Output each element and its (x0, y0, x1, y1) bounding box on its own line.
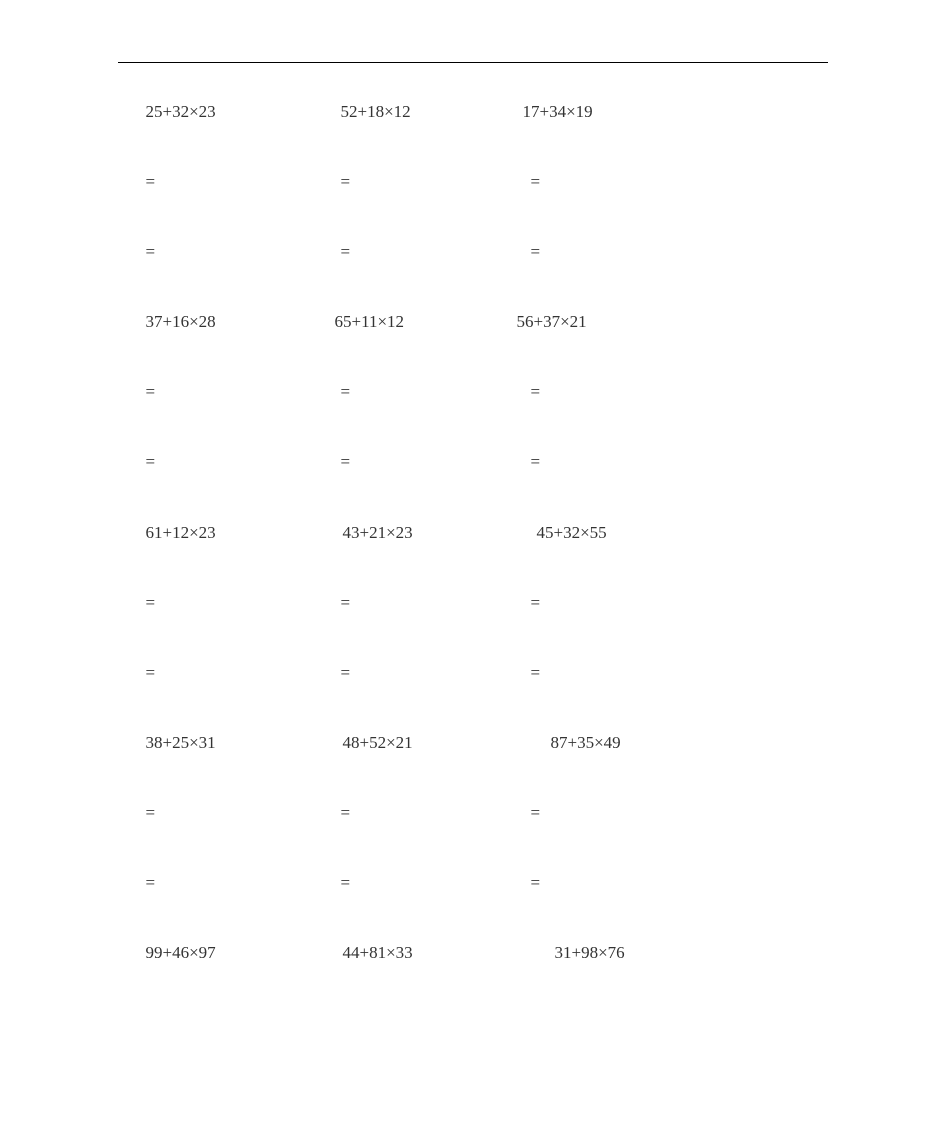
grid-row: = = = (146, 802, 828, 824)
grid-row: = = = (146, 872, 828, 894)
grid-row: = = = (146, 662, 828, 684)
grid-cell: = (531, 662, 541, 684)
equals-sign: = (531, 172, 541, 191)
grid-cell: 44+81×33 (341, 942, 533, 964)
equals-sign: = (146, 873, 156, 892)
problem-expression: 37+16×28 (146, 312, 216, 331)
equals-sign: = (531, 242, 541, 261)
grid-cell: = (146, 381, 341, 403)
grid-cell: = (146, 451, 341, 473)
problem-expression: 45+32×55 (537, 523, 607, 542)
grid-cell: = (531, 802, 541, 824)
equals-sign: = (531, 452, 541, 471)
grid-cell: = (531, 592, 541, 614)
grid-cell: 31+98×76 (533, 942, 625, 964)
grid-cell: = (341, 241, 531, 263)
problem-expression: 48+52×21 (343, 733, 413, 752)
grid-row: 25+32×23 52+18×12 17+34×19 (146, 101, 828, 123)
equals-sign: = (146, 452, 156, 471)
grid-row: 61+12×23 43+21×23 45+32×55 (146, 522, 828, 544)
grid-cell: = (341, 381, 531, 403)
equals-sign: = (146, 382, 156, 401)
top-rule (118, 62, 828, 63)
grid-row: 37+16×28 65+11×12 56+37×21 (146, 311, 828, 333)
worksheet-page: 25+32×23 52+18×12 17+34×19 = = = = = = 37+16×28 65… (0, 0, 945, 1123)
grid-cell: = (531, 241, 541, 263)
grid-row: = = = (146, 451, 828, 473)
grid-cell: 37+16×28 (146, 311, 341, 333)
grid-row: = = = (146, 171, 828, 193)
grid-cell: = (146, 662, 341, 684)
grid-cell: 43+21×23 (341, 522, 533, 544)
grid-cell: 61+12×23 (146, 522, 341, 544)
grid-cell: = (531, 381, 541, 403)
equals-sign: = (531, 873, 541, 892)
grid-cell: 38+25×31 (146, 732, 341, 754)
grid-cell: = (146, 872, 341, 894)
equals-sign: = (341, 873, 351, 892)
grid-cell: 48+52×21 (341, 732, 533, 754)
grid-cell: 45+32×55 (533, 522, 607, 544)
equals-sign: = (531, 593, 541, 612)
equals-sign: = (146, 172, 156, 191)
problem-expression: 44+81×33 (343, 943, 413, 962)
grid-cell: 25+32×23 (146, 101, 341, 123)
grid-cell: 65+11×12 (335, 311, 525, 333)
problem-expression: 25+32×23 (146, 102, 216, 121)
grid-cell: 99+46×97 (146, 942, 341, 964)
equals-sign: = (341, 663, 351, 682)
problem-expression: 31+98×76 (555, 943, 625, 962)
grid-row: 99+46×97 44+81×33 31+98×76 (146, 942, 828, 964)
grid-cell: 87+35×49 (533, 732, 621, 754)
problem-expression: 65+11×12 (335, 312, 405, 331)
grid-cell: = (146, 592, 341, 614)
problem-expression: 17+34×19 (523, 102, 593, 121)
equals-sign: = (146, 803, 156, 822)
grid-cell: = (531, 451, 541, 473)
grid-cell: = (341, 592, 531, 614)
grid-cell: = (146, 802, 341, 824)
grid-row: 38+25×31 48+52×21 87+35×49 (146, 732, 828, 754)
equals-sign: = (341, 382, 351, 401)
problem-expression: 43+21×23 (343, 523, 413, 542)
equals-sign: = (146, 593, 156, 612)
problem-expression: 52+18×12 (341, 102, 411, 121)
equals-sign: = (341, 452, 351, 471)
grid-row: = = = (146, 592, 828, 614)
equals-sign: = (341, 593, 351, 612)
grid-cell: 52+18×12 (341, 101, 531, 123)
grid-cell: = (341, 872, 531, 894)
grid-cell: = (341, 662, 531, 684)
grid-cell: = (146, 171, 341, 193)
equals-sign: = (341, 242, 351, 261)
problem-expression: 61+12×23 (146, 523, 216, 542)
problem-expression: 56+37×21 (517, 312, 587, 331)
grid-row: = = = (146, 381, 828, 403)
problem-expression: 87+35×49 (551, 733, 621, 752)
grid-cell: 17+34×19 (523, 101, 593, 123)
grid-cell: = (531, 171, 541, 193)
grid-cell: 56+37×21 (517, 311, 587, 333)
grid-cell: = (146, 241, 341, 263)
problem-expression: 99+46×97 (146, 943, 216, 962)
equals-sign: = (146, 663, 156, 682)
grid-cell: = (341, 802, 531, 824)
problem-expression: 38+25×31 (146, 733, 216, 752)
grid-cell: = (531, 872, 541, 894)
equals-sign: = (531, 803, 541, 822)
equals-sign: = (531, 382, 541, 401)
grid-cell: = (341, 171, 531, 193)
equals-sign: = (146, 242, 156, 261)
grid-row: = = = (146, 241, 828, 263)
equals-sign: = (341, 803, 351, 822)
equals-sign: = (531, 663, 541, 682)
problems-grid: 25+32×23 52+18×12 17+34×19 = = = = = = 37+16×28 65… (118, 101, 828, 964)
equals-sign: = (341, 172, 351, 191)
grid-cell: = (341, 451, 531, 473)
